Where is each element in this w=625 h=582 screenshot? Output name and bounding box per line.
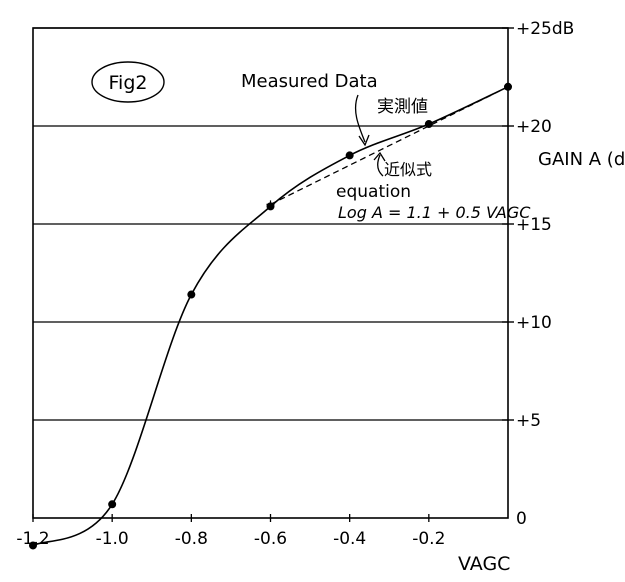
y-tick-label: +10	[516, 313, 552, 333]
annotation-equation-jp: 近似式	[384, 160, 432, 179]
plot-frame	[32, 27, 509, 519]
series-line-equation	[270, 86, 509, 205]
y-tick-label: 0	[516, 509, 527, 529]
arrow-measured-head	[358, 134, 370, 147]
annotation-measured-data: Measured Data	[241, 71, 378, 92]
y-axis-title: GAIN A (dB)	[538, 149, 625, 170]
series-line-measured	[32, 86, 509, 547]
equation-point	[266, 200, 275, 209]
data-point	[187, 290, 196, 299]
arrow-measured-leader	[354, 94, 366, 143]
annotation-equation: equation	[336, 182, 411, 202]
x-tick-label: -0.4	[333, 529, 366, 549]
x-tick-label: -1.2	[16, 529, 49, 549]
x-tick-label: -0.8	[175, 529, 208, 549]
figure-label-oval	[91, 61, 165, 103]
annotation-formula: Log A = 1.1 + 0.5 VAGC	[338, 203, 531, 222]
x-tick-label: -1.0	[96, 529, 129, 549]
arrow-equation-head	[373, 151, 386, 162]
y-tick-label: +25dB	[516, 19, 574, 39]
x-tick-label: -0.2	[412, 529, 445, 549]
annotation-measured-jp: 実測値	[377, 97, 428, 117]
y-tick-label: +20	[516, 117, 552, 137]
y-tick-label: +15	[516, 215, 552, 235]
data-layer: 0 +5 +10 +15 +20 +25dB -1.2 -1.0 -0.8 -0.6 -0.4 -0.…	[16, 19, 574, 550]
equation-point	[504, 82, 512, 91]
data-point	[29, 541, 37, 550]
x-tick-label: -0.6	[254, 529, 287, 549]
x-axis-title: VAGC	[458, 553, 510, 575]
arrow-equation-leader	[377, 154, 384, 177]
data-point	[424, 120, 433, 129]
data-point	[108, 500, 117, 509]
y-tick-label: +5	[516, 411, 541, 431]
figure-label: Fig2	[109, 72, 148, 94]
data-point	[345, 151, 354, 160]
